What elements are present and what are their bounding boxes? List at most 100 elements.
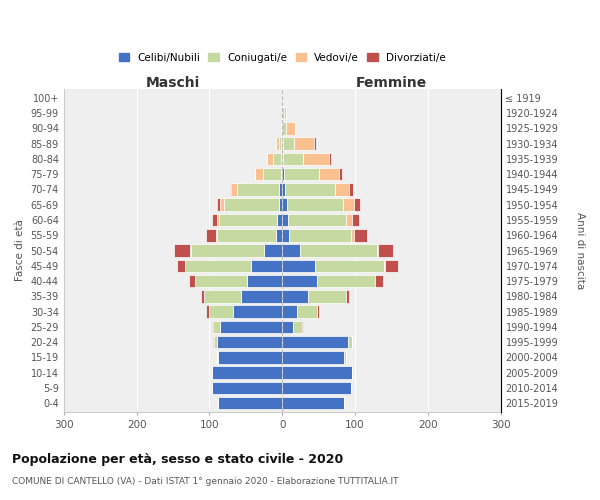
Bar bbox=[282, 275, 317, 287]
Bar bbox=[286, 122, 295, 134]
Bar bbox=[285, 183, 335, 196]
Text: COMUNE DI CANTELLO (VA) - Dati ISTAT 1° gennaio 2020 - Elaborazione TUTTITALIA.I: COMUNE DI CANTELLO (VA) - Dati ISTAT 1° … bbox=[12, 478, 398, 486]
Bar bbox=[230, 183, 231, 196]
Y-axis label: Anni di nascita: Anni di nascita bbox=[575, 212, 585, 289]
Bar bbox=[317, 275, 376, 287]
Bar bbox=[352, 214, 359, 226]
Bar bbox=[282, 397, 344, 409]
Bar bbox=[317, 306, 319, 318]
Bar bbox=[217, 351, 218, 364]
Bar bbox=[282, 152, 283, 165]
Bar bbox=[354, 198, 360, 211]
Bar bbox=[217, 336, 282, 348]
Bar bbox=[282, 244, 301, 257]
Bar bbox=[282, 366, 352, 379]
Bar bbox=[314, 138, 316, 150]
Bar bbox=[191, 244, 264, 257]
Bar bbox=[348, 336, 352, 348]
Bar bbox=[289, 229, 352, 241]
Bar bbox=[217, 214, 219, 226]
Bar bbox=[216, 229, 217, 241]
Bar bbox=[284, 168, 319, 180]
Bar bbox=[284, 107, 286, 120]
Bar bbox=[204, 290, 241, 302]
Bar bbox=[288, 214, 346, 226]
Bar bbox=[282, 138, 283, 150]
Bar bbox=[206, 229, 216, 241]
Bar bbox=[282, 306, 297, 318]
Bar bbox=[185, 260, 251, 272]
Bar bbox=[279, 138, 281, 150]
Bar bbox=[206, 306, 209, 318]
Bar bbox=[212, 366, 282, 379]
Bar bbox=[220, 320, 282, 333]
Bar bbox=[219, 214, 277, 226]
Bar bbox=[339, 168, 342, 180]
Bar bbox=[308, 290, 346, 302]
Bar bbox=[255, 168, 263, 180]
Legend: Celibi/Nubili, Coniugati/e, Vedovi/e, Divorziati/e: Celibi/Nubili, Coniugati/e, Vedovi/e, Di… bbox=[115, 48, 450, 67]
Bar bbox=[297, 306, 317, 318]
Bar bbox=[282, 122, 286, 134]
Bar bbox=[212, 214, 217, 226]
Bar bbox=[213, 336, 214, 348]
Bar bbox=[251, 260, 282, 272]
Bar bbox=[354, 229, 367, 241]
Bar bbox=[224, 198, 278, 211]
Bar bbox=[195, 275, 247, 287]
Bar bbox=[282, 198, 287, 211]
Bar bbox=[282, 382, 352, 394]
Bar bbox=[231, 183, 237, 196]
Bar bbox=[217, 198, 220, 211]
Bar bbox=[287, 198, 343, 211]
Bar bbox=[214, 336, 217, 348]
Bar bbox=[378, 244, 393, 257]
Bar bbox=[377, 244, 378, 257]
Bar bbox=[282, 320, 293, 333]
Bar bbox=[190, 244, 191, 257]
Bar bbox=[346, 290, 349, 302]
Bar bbox=[385, 260, 398, 272]
Bar bbox=[282, 168, 284, 180]
Bar bbox=[281, 122, 282, 134]
Bar bbox=[217, 229, 275, 241]
Bar bbox=[176, 260, 185, 272]
Bar bbox=[384, 260, 385, 272]
Bar bbox=[283, 152, 304, 165]
Bar bbox=[315, 260, 384, 272]
Text: Maschi: Maschi bbox=[146, 76, 200, 90]
Bar bbox=[200, 290, 204, 302]
Bar bbox=[273, 152, 281, 165]
Bar bbox=[283, 138, 294, 150]
Bar bbox=[189, 275, 195, 287]
Bar bbox=[352, 229, 354, 241]
Bar bbox=[282, 260, 315, 272]
Bar bbox=[319, 168, 339, 180]
Bar bbox=[301, 244, 377, 257]
Bar bbox=[376, 275, 383, 287]
Bar bbox=[335, 183, 349, 196]
Bar bbox=[346, 214, 352, 226]
Bar bbox=[281, 152, 282, 165]
Bar bbox=[349, 183, 353, 196]
Y-axis label: Fasce di età: Fasce di età bbox=[15, 220, 25, 282]
Bar bbox=[241, 290, 282, 302]
Bar bbox=[233, 306, 282, 318]
Bar bbox=[282, 336, 348, 348]
Bar bbox=[174, 244, 190, 257]
Bar bbox=[277, 138, 279, 150]
Bar bbox=[237, 183, 279, 196]
Bar bbox=[343, 198, 354, 211]
Bar bbox=[344, 351, 346, 364]
Bar bbox=[282, 290, 308, 302]
Bar bbox=[275, 229, 282, 241]
Bar bbox=[264, 244, 282, 257]
Bar bbox=[267, 152, 273, 165]
Text: Popolazione per età, sesso e stato civile - 2020: Popolazione per età, sesso e stato civil… bbox=[12, 452, 343, 466]
Bar bbox=[278, 198, 282, 211]
Bar bbox=[279, 183, 282, 196]
Bar bbox=[218, 397, 282, 409]
Bar bbox=[281, 168, 282, 180]
Bar bbox=[213, 320, 220, 333]
Bar bbox=[293, 320, 302, 333]
